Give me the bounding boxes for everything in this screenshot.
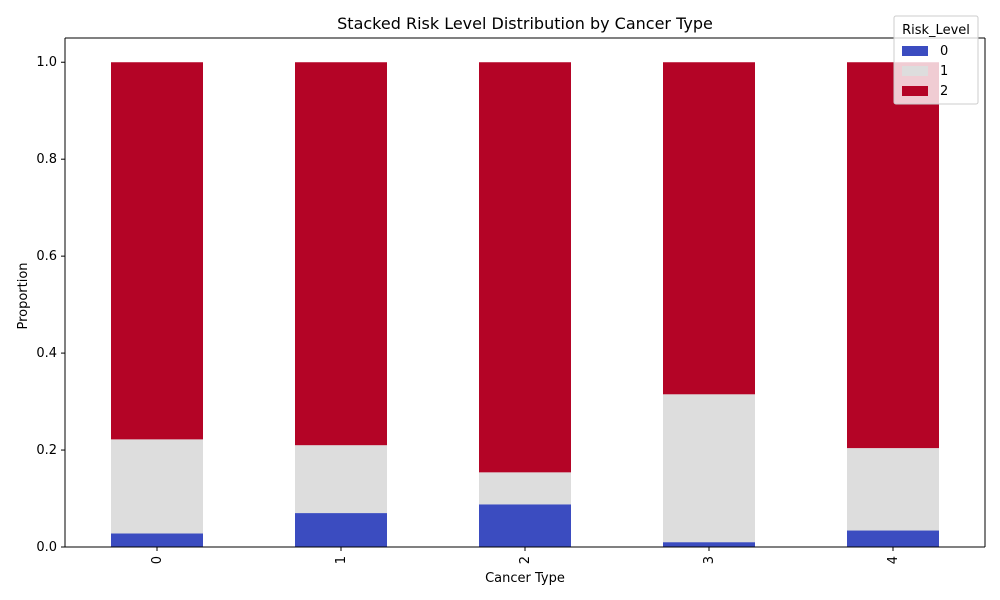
bar-cat0-risk1 [111, 439, 203, 534]
bar-cat2-risk0 [479, 504, 571, 547]
legend-swatch-risk0 [902, 46, 928, 56]
legend-label-risk2: 2 [940, 84, 948, 99]
x-tick-label: 4 [886, 556, 901, 564]
legend-label-risk1: 1 [940, 64, 948, 79]
y-tick-label: 1.0 [36, 55, 57, 70]
bar-cat2-risk2 [479, 62, 571, 473]
y-tick-label: 0.6 [36, 249, 57, 264]
legend-swatch-risk2 [902, 86, 928, 96]
x-tick-label: 3 [702, 556, 717, 564]
bar-cat1-risk0 [295, 513, 387, 547]
bar-cat4-risk0 [847, 530, 939, 547]
bar-cat3-risk2 [663, 62, 755, 395]
y-axis-title: Proportion [16, 262, 31, 329]
y-tick-label: 0.4 [36, 346, 57, 361]
bar-cat3-risk0 [663, 542, 755, 547]
x-tick-label: 0 [150, 556, 165, 564]
plot-area: 0.0 0.2 0.4 0.6 0.8 1.0 0 1 2 3 4 [36, 37, 986, 564]
y-tick-label: 0.0 [36, 540, 57, 555]
y-tick-label: 0.2 [36, 443, 57, 458]
legend: Risk_Level 0 1 2 [893, 15, 979, 105]
bar-cat4-risk1 [847, 448, 939, 531]
bar-cat1-risk2 [295, 62, 387, 446]
bar-cat0-risk2 [111, 62, 203, 440]
x-axis-title: Cancer Type [485, 571, 565, 586]
bar-cat3-risk1 [663, 394, 755, 543]
legend-label-risk0: 0 [940, 44, 948, 59]
bar-cat4-risk2 [847, 62, 939, 449]
bar-cat2-risk1 [479, 472, 571, 505]
chart-title: Stacked Risk Level Distribution by Cance… [337, 14, 713, 33]
bar-cat1-risk1 [295, 445, 387, 514]
y-tick-label: 0.8 [36, 152, 57, 167]
legend-title: Risk_Level [902, 23, 970, 38]
legend-frame [893, 15, 979, 105]
x-tick-label: 1 [334, 556, 349, 564]
bar-cat0-risk0 [111, 533, 203, 547]
legend-swatch-risk1 [902, 66, 928, 76]
x-tick-label: 2 [518, 556, 533, 564]
